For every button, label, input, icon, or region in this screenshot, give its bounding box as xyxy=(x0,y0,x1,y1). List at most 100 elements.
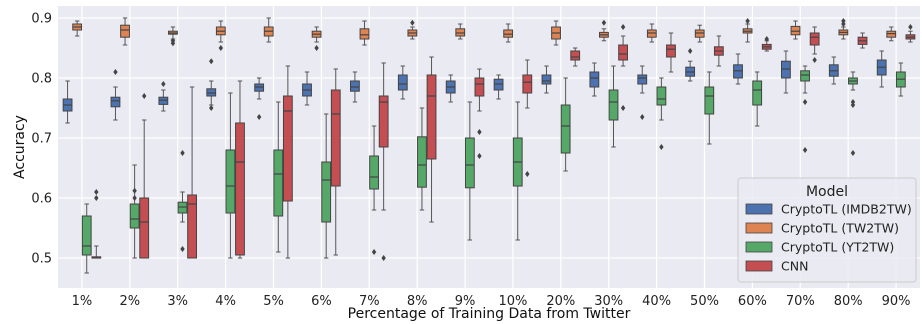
x-tick-label: 50% xyxy=(690,294,719,309)
box-cryptotl-imdb2tw--80pct xyxy=(828,56,839,85)
box-body xyxy=(359,28,370,40)
outlier-point xyxy=(745,18,750,24)
x-tick-label: 10% xyxy=(498,294,527,309)
box-cryptotl-yt2tw--2pct xyxy=(129,164,140,259)
box-body xyxy=(455,28,466,37)
outlier-point xyxy=(170,40,176,47)
outlier-point xyxy=(256,114,262,120)
box-body xyxy=(608,89,619,121)
box-body xyxy=(273,149,284,217)
legend-swatch xyxy=(745,203,773,215)
x-axis-label: Percentage of Training Data from Twitter xyxy=(348,306,631,322)
box-cryptotl-yt2tw--7pct xyxy=(369,125,379,255)
box-cryptotl-imdb2tw--5pct xyxy=(254,77,265,120)
box-cryptotl-yt2tw--50pct xyxy=(704,71,715,145)
legend-entry: CryptoTL (TW2TW) xyxy=(781,221,899,236)
outlier-point xyxy=(132,195,137,201)
legend-entry: CryptoTL (IMDB2TW) xyxy=(781,202,912,217)
box-body xyxy=(752,80,763,106)
box-cryptotl-imdb2tw--20pct xyxy=(541,65,552,94)
y-tick-label: 0.8 xyxy=(31,72,52,87)
box-cnn-2pct xyxy=(139,93,150,259)
box-cnn-5pct xyxy=(282,65,293,259)
box-cryptotl-yt2tw--9pct xyxy=(464,101,475,241)
legend-title: Model xyxy=(806,184,848,200)
box-cryptotl-imdb2tw--7pct xyxy=(350,71,360,103)
box-cryptotl-imdb2tw--6pct xyxy=(302,71,312,106)
box-cryptotl-tw2tw--20pct xyxy=(551,20,561,46)
box-cryptotl-imdb2tw--30pct xyxy=(589,62,600,97)
box-body xyxy=(589,71,600,88)
box-cnn-30pct xyxy=(618,24,628,111)
outlier-point xyxy=(142,93,147,99)
y-tick-label: 0.9 xyxy=(31,12,52,27)
boxes xyxy=(62,17,916,274)
box-body xyxy=(120,24,130,38)
box-cryptotl-yt2tw--3pct xyxy=(177,150,188,252)
box-cnn-6pct xyxy=(330,68,341,256)
box-body xyxy=(800,70,810,82)
box-cryptotl-imdb2tw--8pct xyxy=(397,65,408,100)
box-cryptotl-tw2tw--30pct xyxy=(599,19,609,42)
box-body xyxy=(426,74,437,160)
box-cryptotl-tw2tw--4pct xyxy=(215,20,226,51)
box-cryptotl-tw2tw--50pct xyxy=(694,24,705,43)
box-body xyxy=(282,95,293,202)
box-body xyxy=(235,122,245,256)
box-cryptotl-yt2tw--80pct xyxy=(848,71,858,156)
outlier-point xyxy=(477,129,482,135)
outlier-point xyxy=(161,81,166,87)
outlier-point xyxy=(477,153,482,159)
box-cryptotl-yt2tw--6pct xyxy=(321,113,332,259)
x-tick-label: 7% xyxy=(359,294,380,309)
box-cryptotl-imdb2tw--3pct xyxy=(158,81,169,112)
outlier-point xyxy=(841,21,846,27)
box-body xyxy=(397,74,408,91)
box-cryptotl-imdb2tw--9pct xyxy=(445,74,456,103)
box-cryptotl-imdb2tw--4pct xyxy=(206,58,217,111)
box-body xyxy=(541,74,552,85)
box-body xyxy=(225,149,236,214)
x-tick-label: 20% xyxy=(546,294,575,309)
box-body xyxy=(809,32,820,46)
box-body xyxy=(522,74,533,94)
box-cryptotl-yt2tw--20pct xyxy=(560,77,571,172)
outlier-point xyxy=(94,189,99,195)
outlier-point xyxy=(812,57,817,63)
box-body xyxy=(790,25,801,36)
box-body xyxy=(618,44,628,61)
outlier-point xyxy=(218,45,224,51)
box-body xyxy=(110,96,121,108)
outlier-point xyxy=(687,48,693,54)
box-cnn-10pct xyxy=(522,59,533,177)
box-body xyxy=(704,86,715,115)
box-cryptotl-yt2tw--40pct xyxy=(656,77,667,150)
y-axis-label: Accuracy xyxy=(12,115,28,179)
box-cnn-80pct xyxy=(857,32,868,49)
x-tick-label: 5% xyxy=(263,294,284,309)
box-body xyxy=(474,77,485,97)
x-tick-label: 60% xyxy=(738,294,767,309)
box-cryptotl-tw2tw--6pct xyxy=(311,26,322,51)
box-body xyxy=(378,95,389,148)
box-cryptotl-tw2tw--40pct xyxy=(646,23,657,43)
legend-frame xyxy=(737,177,917,283)
box-cryptotl-tw2tw--1pct xyxy=(72,20,83,37)
box-cnn-90pct xyxy=(905,24,916,43)
box-cryptotl-tw2tw--5pct xyxy=(263,17,274,43)
box-cryptotl-tw2tw--60pct xyxy=(742,18,753,43)
outlier-point xyxy=(94,195,99,201)
box-body xyxy=(560,104,571,154)
y-tick-label: 0.6 xyxy=(31,192,52,207)
legend-swatch xyxy=(745,222,773,234)
box-body xyxy=(570,50,581,61)
x-tick-label: 30% xyxy=(594,294,623,309)
box-body xyxy=(321,161,332,223)
outlier-point xyxy=(850,150,856,156)
legend-swatch xyxy=(745,241,773,253)
outlier-point xyxy=(371,249,377,255)
box-cnn-70pct xyxy=(809,26,820,63)
x-tick-label: 90% xyxy=(882,294,911,309)
box-cryptotl-tw2tw--2pct xyxy=(120,17,130,46)
